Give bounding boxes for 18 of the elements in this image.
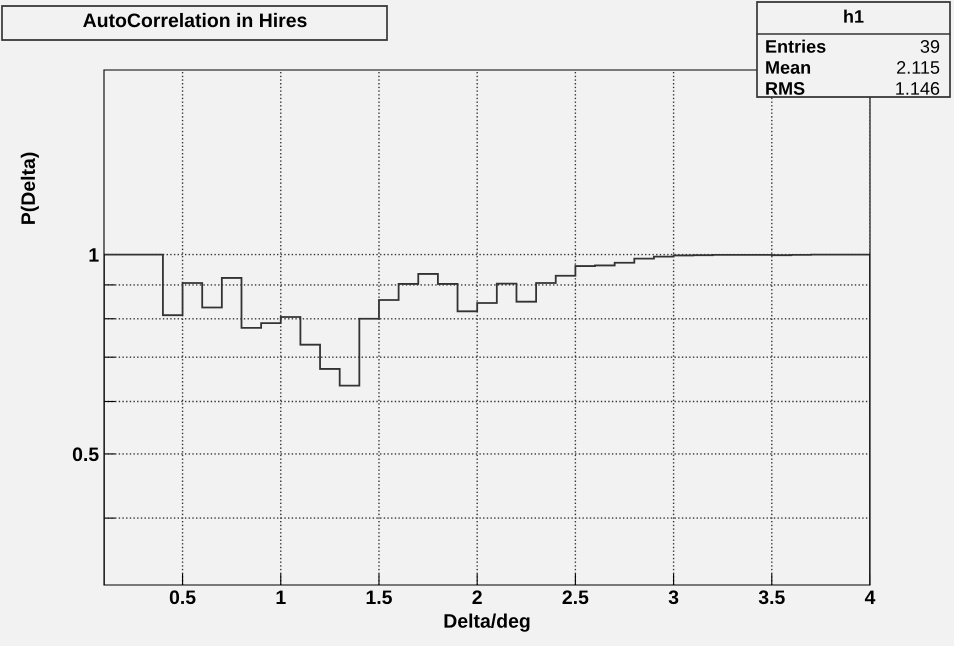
x-tick-label: 3.5 (758, 590, 785, 604)
x-tick-label: 2 (472, 590, 482, 604)
x-tick-label: 3 (668, 590, 678, 604)
text: 2.115 (897, 61, 940, 74)
chart-title: AutoCorrelation in Hires (83, 12, 307, 28)
text: h1 (844, 10, 864, 23)
annotation: Mean (766, 61, 810, 74)
x-tick-label: 0.5 (170, 590, 196, 604)
text: 39 (920, 40, 940, 53)
x-tick-label: 4 (864, 590, 876, 604)
text: Entries (766, 40, 826, 53)
x-axis-title: Delta/deg (444, 614, 530, 632)
annotation: RMS (766, 82, 804, 95)
x-tick-label: 2.5 (562, 590, 588, 604)
x-tick-label: 1 (276, 590, 286, 604)
y-axis-title: P(Delta) (20, 152, 39, 224)
x-tick-label: 1.5 (366, 590, 392, 604)
text: 1.146 (896, 82, 940, 95)
